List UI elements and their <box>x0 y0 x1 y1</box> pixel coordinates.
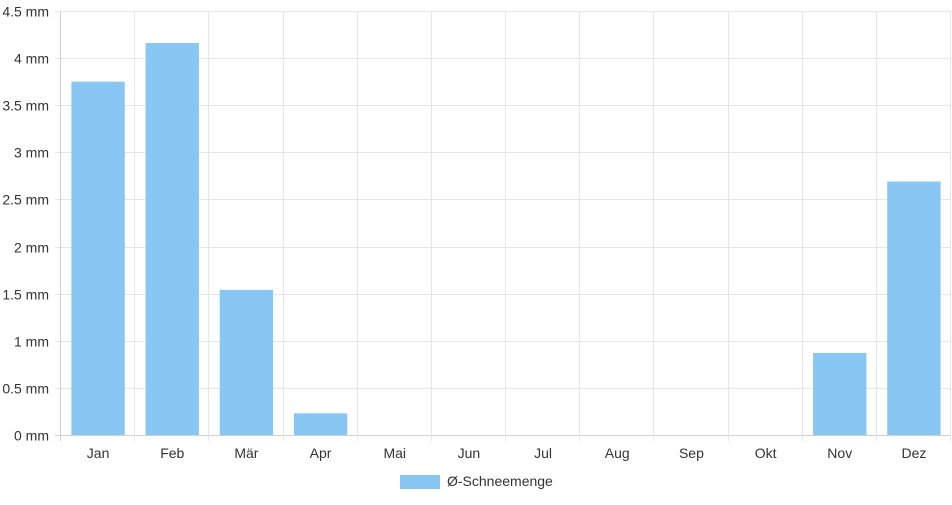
bar-Nov[interactable] <box>813 353 867 435</box>
bar-Dez[interactable] <box>887 181 941 435</box>
axis-layer: 0 mm 0.5 mm 1 mm 1.5 mm 2 mm 2.5 mm 3 mm 3.5 mm… <box>2 4 926 462</box>
y-tick-label: 4.5 mm <box>2 4 49 20</box>
legend[interactable]: Ø-Schneemenge <box>400 473 553 489</box>
x-tick-label: Okt <box>755 445 777 461</box>
x-tick-label: Nov <box>827 445 852 461</box>
x-tick-label: Dez <box>901 445 926 461</box>
x-tick-label: Jan <box>87 445 110 461</box>
bar-Mär[interactable] <box>219 289 274 435</box>
grid-layer <box>55 11 951 441</box>
x-tick-label: Mär <box>234 445 258 461</box>
x-tick-label: Apr <box>310 445 332 461</box>
bar-Jan[interactable] <box>71 81 125 436</box>
y-tick-label: 2 mm <box>14 240 49 256</box>
x-tick-label: Aug <box>605 445 630 461</box>
legend-swatch <box>400 475 440 489</box>
y-tick-label: 2.5 mm <box>2 192 49 208</box>
y-tick-label: 4 mm <box>14 51 49 67</box>
bar-Feb[interactable] <box>145 43 199 436</box>
bar-Apr[interactable] <box>293 413 348 435</box>
x-tick-label: Mai <box>383 445 406 461</box>
x-tick-label: Jun <box>458 445 481 461</box>
y-tick-label: 3.5 mm <box>2 98 49 114</box>
x-tick-label: Jul <box>534 445 552 461</box>
x-tick-label: Sep <box>679 445 704 461</box>
y-tick-label: 1.5 mm <box>2 287 49 303</box>
bars-layer <box>71 43 941 436</box>
y-tick-label: 3 mm <box>14 145 49 161</box>
y-tick-label: 0 mm <box>14 428 49 444</box>
legend-label: Ø-Schneemenge <box>447 473 553 489</box>
y-tick-label: 1 mm <box>14 334 49 350</box>
x-tick-label: Feb <box>160 445 184 461</box>
y-tick-label: 0.5 mm <box>2 381 49 397</box>
